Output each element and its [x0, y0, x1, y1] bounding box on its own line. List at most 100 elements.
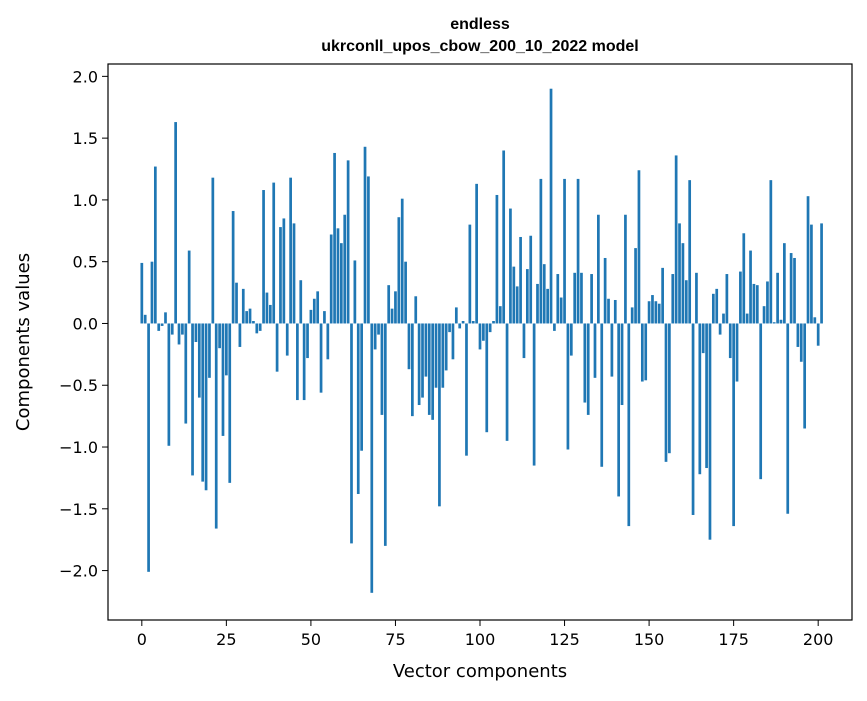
bar: [698, 323, 702, 475]
bar: [590, 274, 593, 324]
bar: [482, 323, 485, 341]
bar: [265, 292, 269, 324]
bar: [201, 323, 205, 482]
bar: [576, 178, 580, 324]
bar: [586, 323, 590, 415]
bar: [421, 323, 424, 398]
bar: [786, 323, 790, 514]
bar: [153, 166, 157, 324]
bar: [519, 236, 522, 324]
bar: [164, 312, 167, 324]
x-tick-label: 75: [385, 630, 405, 649]
bar: [735, 323, 739, 382]
bar: [343, 214, 347, 324]
bar: [799, 323, 803, 362]
bar: [475, 183, 478, 324]
bar: [167, 323, 171, 446]
x-tick-label: 0: [137, 630, 147, 649]
x-tick-label: 150: [634, 630, 665, 649]
bar: [708, 323, 712, 540]
bar: [624, 214, 627, 324]
bar: [674, 155, 678, 324]
bar: [140, 262, 144, 324]
bar: [684, 280, 688, 324]
bar: [806, 196, 810, 324]
bar: [252, 321, 255, 324]
y-tick-label: 0.5: [73, 253, 98, 272]
bar: [181, 323, 184, 335]
bar: [498, 306, 502, 324]
x-tick-label: 175: [718, 630, 749, 649]
bar: [769, 180, 773, 324]
bar: [208, 323, 211, 378]
y-tick-label: −1.0: [59, 438, 98, 457]
bar: [316, 291, 320, 324]
bar: [509, 208, 512, 324]
bar: [816, 323, 820, 346]
bar: [573, 272, 577, 324]
bar: [157, 323, 161, 331]
bar: [299, 280, 303, 324]
bar: [187, 250, 191, 324]
bar: [451, 323, 455, 360]
bar: [478, 323, 482, 350]
bar: [248, 308, 252, 324]
x-axis-label: Vector components: [393, 661, 567, 682]
bar: [759, 323, 763, 480]
bar: [525, 269, 529, 324]
bar: [813, 317, 817, 324]
bar: [150, 261, 154, 324]
bar: [245, 311, 249, 324]
x-tick-label: 25: [216, 630, 236, 649]
bar: [367, 176, 370, 324]
bar: [279, 227, 282, 324]
bar: [170, 323, 174, 335]
bar: [414, 296, 418, 324]
bar: [766, 281, 769, 324]
bar: [549, 88, 553, 324]
bar: [417, 323, 421, 406]
bar: [718, 323, 722, 335]
bar: [434, 323, 438, 388]
bar: [160, 323, 164, 326]
y-tick-label: 1.0: [73, 191, 98, 210]
bar: [617, 323, 621, 497]
bar: [745, 313, 749, 324]
bar: [255, 323, 259, 334]
y-tick-label: 1.5: [73, 129, 98, 148]
x-axis: 0 25 50 75 100 125 150 175 200: [137, 620, 833, 649]
bar: [634, 248, 637, 324]
bar: [319, 323, 323, 393]
bar: [241, 288, 245, 324]
bar: [654, 301, 658, 324]
bar: [566, 323, 570, 450]
bar: [329, 234, 333, 324]
bar: [346, 160, 350, 324]
bar: [461, 321, 465, 324]
bar: [803, 323, 807, 429]
bar: [377, 323, 380, 335]
bar: [326, 323, 330, 360]
bar: [742, 233, 746, 324]
bar: [563, 178, 566, 324]
bar: [143, 314, 147, 324]
x-tick-label: 125: [549, 630, 580, 649]
bar: [739, 271, 742, 324]
bars-group: [140, 88, 823, 593]
bar: [302, 323, 306, 401]
bar: [397, 217, 401, 324]
x-tick-label: 50: [301, 630, 321, 649]
y-tick-label: −0.5: [59, 376, 98, 395]
bar: [454, 307, 458, 324]
bar: [387, 285, 391, 324]
bar: [363, 146, 367, 324]
bar: [272, 182, 276, 324]
bar: [789, 253, 793, 324]
bar: [644, 323, 648, 381]
bar: [411, 323, 414, 417]
bar: [637, 170, 641, 324]
bar: [772, 322, 776, 324]
bar: [610, 323, 614, 377]
